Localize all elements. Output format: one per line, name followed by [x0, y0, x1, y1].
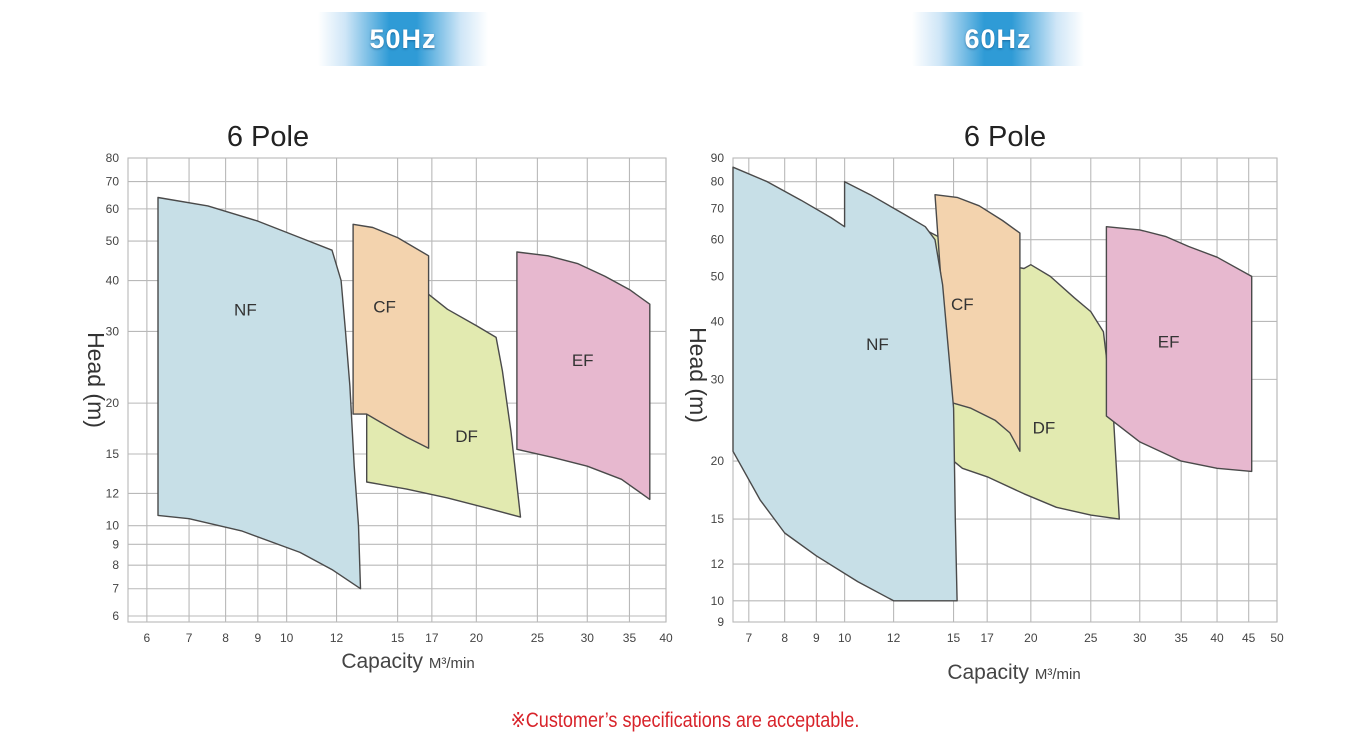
- chart-1-x-tick-label: 7: [186, 631, 193, 645]
- chart-1-label-nf: NF: [234, 300, 257, 319]
- chart-1-x-tick-label: 25: [531, 631, 545, 645]
- chart-2-x-tick-label: 17: [981, 631, 995, 645]
- chart-1-x-axis-unit: M³/min: [429, 655, 475, 672]
- chart-1-label-df: DF: [455, 427, 478, 446]
- chart-1-y-tick-label: 7: [112, 582, 119, 596]
- chart-2-x-tick-label: 20: [1024, 631, 1038, 645]
- chart-1-y-tick-label: 30: [106, 324, 120, 338]
- chart-2-y-tick-label: 20: [711, 454, 725, 468]
- chart-2-y-tick-label: 12: [711, 557, 725, 571]
- chart-2-x-tick-label: 15: [947, 631, 961, 645]
- chart-2-x-axis-unit: M³/min: [1035, 666, 1081, 683]
- chart-1-label-ef: EF: [572, 351, 594, 370]
- chart-1-x-tick-label: 40: [659, 631, 673, 645]
- chart-1-region-nf: [157, 196, 362, 590]
- chart-2-x-tick-label: 30: [1133, 631, 1147, 645]
- chart-1-x-tick-label: 20: [470, 631, 484, 645]
- chart-1-y-tick-label: 6: [112, 609, 119, 623]
- chart-1-plot-frame: [127, 157, 667, 623]
- chart-2-y-tick-label: 70: [711, 202, 725, 216]
- chart-2-y-tick-label: 50: [711, 269, 725, 283]
- chart-2-label-ef: EF: [1158, 333, 1180, 352]
- chart-1-y-tick-label: 40: [106, 274, 120, 288]
- chart-2-x-tick-label: 40: [1210, 631, 1224, 645]
- chart-2-y-tick-label: 30: [711, 372, 725, 386]
- chart-1-y-tick-label: 12: [106, 486, 120, 500]
- chart-2-x-tick-label: 10: [838, 631, 852, 645]
- chart-2-y-tick-label: 90: [711, 151, 725, 165]
- chart-2-x-tick-label: 35: [1175, 631, 1189, 645]
- chart-2-y-axis-label: Head (m): [685, 327, 711, 423]
- chart-1-y-axis-label: Head (m): [83, 332, 109, 428]
- chart-1-y-tick-label: 20: [106, 396, 120, 410]
- chart-2-y-tick-label: 10: [711, 594, 725, 608]
- chart-1-x-tick-label: 9: [254, 631, 261, 645]
- chart-1-x-tick-label: 10: [280, 631, 294, 645]
- chart-1-x-tick-label: 17: [425, 631, 439, 645]
- chart-2-region-ef: [1105, 226, 1253, 473]
- chart-2-region-nf: [732, 166, 958, 602]
- chart-1-x-tick-label: 35: [623, 631, 637, 645]
- chart-2-x-axis-label: Capacity M³/min: [947, 661, 1080, 684]
- chart-2-y-tick-label: 9: [717, 615, 724, 629]
- chart-1-region-cf: [352, 223, 430, 449]
- chart-2-x-tick-label: 25: [1084, 631, 1098, 645]
- chart-1-x-tick-label: 12: [330, 631, 344, 645]
- chart-2-label-cf: CF: [951, 295, 974, 314]
- chart-2-x-tick-label: 50: [1270, 631, 1284, 645]
- chart-1-x-tick-label: 8: [222, 631, 229, 645]
- chart-1-group: NF DF CF EF 6 7 8 9 10 12 15 17 20 25 30 35 40 6 7 8 9 10 12 15…: [83, 121, 673, 673]
- chart-2-y-tick-label: 15: [711, 512, 725, 526]
- chart-1-y-tick-label: 80: [106, 151, 120, 165]
- chart-1-y-tick-label: 60: [106, 202, 120, 216]
- 60hz-badge: 60Hz: [912, 12, 1084, 66]
- chart-2-x-tick-label: 45: [1242, 631, 1256, 645]
- chart-1-x-tick-label: 30: [581, 631, 595, 645]
- chart-2-group: DF CF NF EF 7 8 9 10 12 15 17 20 25 30 35 40 45 50 9 10 12 15…: [685, 121, 1284, 684]
- chart-1-y-tick-label: 50: [106, 234, 120, 248]
- chart-2-x-tick-label: 9: [813, 631, 820, 645]
- chart-2-label-df: DF: [1033, 419, 1056, 438]
- chart-2-y-tick-label: 80: [711, 175, 725, 189]
- chart-1-y-tick-label: 10: [106, 519, 120, 533]
- 50hz-badge: 50Hz: [318, 12, 488, 66]
- chart-1-title: 6 Pole: [227, 121, 309, 153]
- chart-1-y-tick-label: 8: [112, 558, 119, 572]
- chart-1-region-ef: [516, 251, 651, 501]
- chart-1-y-tick-label: 70: [106, 175, 120, 189]
- chart-2-x-tick-label: 8: [781, 631, 788, 645]
- customer-specifications-footnote: ※Customer’s specifications are acceptabl…: [510, 709, 860, 732]
- chart-1-x-axis-label: Capacity M³/min: [341, 650, 474, 673]
- chart-1-y-tick-label: 9: [112, 537, 119, 551]
- chart-1-label-cf: CF: [373, 298, 396, 317]
- chart-2-x-tick-label: 12: [887, 631, 901, 645]
- chart-2-y-tick-label: 40: [711, 314, 725, 328]
- chart-2-y-tick-label: 60: [711, 233, 725, 247]
- chart-1-x-tick-label: 15: [391, 631, 405, 645]
- chart-2-x-tick-label: 7: [745, 631, 752, 645]
- chart-1-x-tick-label: 6: [144, 631, 151, 645]
- chart-1-y-tick-label: 15: [106, 447, 120, 461]
- chart-2-label-nf: NF: [866, 335, 889, 354]
- chart-2-title: 6 Pole: [964, 121, 1046, 153]
